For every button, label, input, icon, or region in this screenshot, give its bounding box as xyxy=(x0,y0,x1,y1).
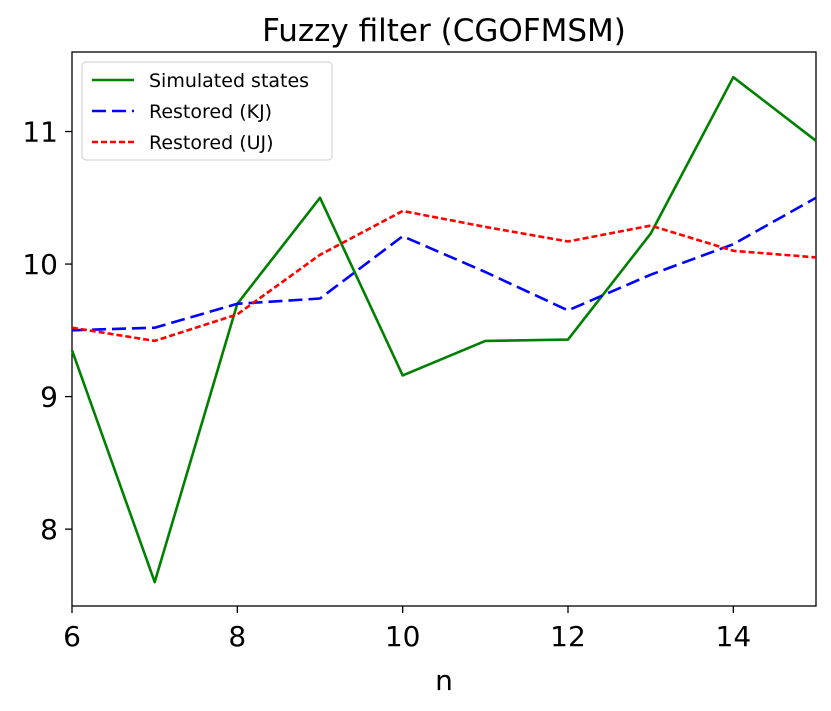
chart-title: Fuzzy filter (CGOFMSM) xyxy=(262,13,626,49)
legend-label-1: Simulated states xyxy=(149,70,309,92)
legend: Simulated states Restored (KJ) Restored (U… xyxy=(81,61,333,161)
legend-label-2: Restored (KJ) xyxy=(149,101,272,123)
y-tick-label: 8 xyxy=(40,513,58,546)
series-layer xyxy=(70,75,817,584)
x-tick-label: 14 xyxy=(716,620,752,653)
x-tick-label: 12 xyxy=(550,620,586,653)
y-tick-label: 9 xyxy=(40,381,58,414)
series-line-3 xyxy=(71,209,817,343)
series-line-1 xyxy=(70,75,817,584)
legend-box xyxy=(81,61,333,161)
y-tick-label: 10 xyxy=(22,248,58,281)
x-tick-label: 8 xyxy=(228,620,246,653)
x-tick-label: 10 xyxy=(385,620,421,653)
x-axis: 6 8 10 12 14 xyxy=(63,606,751,653)
y-axis: 8 9 10 11 xyxy=(22,116,72,546)
y-tick-label: 11 xyxy=(22,116,58,149)
series-line-2 xyxy=(71,196,817,332)
legend-label-3: Restored (UJ) xyxy=(149,132,274,154)
x-axis-label: n xyxy=(435,664,453,697)
x-tick-label: 6 xyxy=(63,620,81,653)
